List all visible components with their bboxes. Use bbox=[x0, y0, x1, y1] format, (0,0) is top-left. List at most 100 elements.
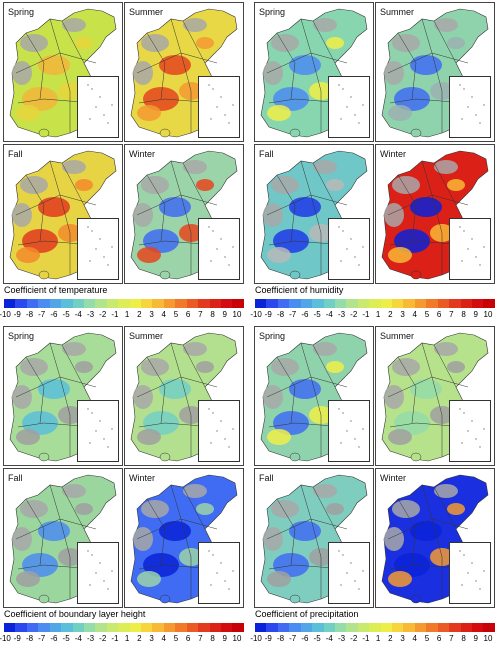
colorbar-ticks: -10 -9 -8 -7 -6 -5 -4 -3 -2 -1 1 2 3 4 5 6 7 8 9 10 bbox=[250, 634, 494, 643]
tick-label: 9 bbox=[222, 634, 227, 643]
season-label: Summer bbox=[129, 331, 164, 341]
value-patch bbox=[447, 503, 465, 515]
colorbar-swatch bbox=[392, 299, 404, 308]
inset-dots bbox=[338, 550, 364, 590]
tick-label: -6 bbox=[50, 310, 58, 319]
tick-label: 8 bbox=[461, 310, 466, 319]
inset-dots bbox=[338, 226, 364, 266]
colorbar-swatch bbox=[334, 623, 347, 632]
tick-label: -10 bbox=[0, 634, 11, 643]
tick-label: 10 bbox=[232, 310, 242, 319]
colorbar-swatch bbox=[357, 299, 370, 308]
inset-dots bbox=[208, 408, 234, 448]
inset-dots bbox=[208, 550, 234, 590]
value-patch bbox=[137, 429, 161, 445]
colorbar-swatch bbox=[232, 623, 244, 632]
value-patch bbox=[75, 503, 93, 515]
colorbar-swatch bbox=[472, 623, 484, 632]
value-patch bbox=[12, 61, 32, 85]
tick-label: -9 bbox=[13, 634, 21, 643]
value-patch bbox=[133, 385, 153, 409]
value-patch bbox=[183, 160, 207, 174]
province-border bbox=[25, 498, 45, 566]
colorbar-swatch bbox=[61, 299, 73, 308]
season-label: Fall bbox=[259, 473, 274, 483]
value-patch bbox=[326, 503, 344, 515]
tick-label: 2 bbox=[137, 634, 142, 643]
tick-label: -4 bbox=[74, 310, 82, 319]
province-border bbox=[25, 32, 45, 100]
tick-label: -2 bbox=[350, 634, 358, 643]
value-patch bbox=[392, 358, 420, 376]
colorbar-swatch bbox=[83, 299, 96, 308]
south-china-sea-inset bbox=[77, 400, 119, 462]
tick-label: 3 bbox=[149, 634, 154, 643]
value-patch bbox=[434, 342, 458, 356]
tick-label: -7 bbox=[38, 634, 46, 643]
colorbar-swatch bbox=[221, 623, 233, 632]
tick-label: -10 bbox=[250, 634, 262, 643]
south-china-sea-inset bbox=[449, 76, 491, 138]
value-patch bbox=[133, 203, 153, 227]
value-patch bbox=[267, 105, 291, 121]
value-patch bbox=[196, 361, 214, 373]
colorbar-swatch bbox=[437, 299, 450, 308]
season-label: Summer bbox=[129, 7, 164, 17]
province-border bbox=[433, 344, 457, 388]
value-patch bbox=[447, 37, 465, 49]
province-border bbox=[25, 356, 45, 424]
tick-label: 3 bbox=[149, 310, 154, 319]
colorbar-swatch bbox=[403, 299, 415, 308]
colorbar-ticks: -10 -9 -8 -7 -6 -5 -4 -3 -2 -1 1 2 3 4 5 6 7 8 9 10 bbox=[0, 634, 243, 643]
province-border bbox=[182, 486, 206, 530]
province-border bbox=[49, 484, 71, 599]
season-map: Winter bbox=[124, 144, 244, 284]
province-border bbox=[421, 18, 443, 133]
tick-label: -7 bbox=[289, 310, 297, 319]
tick-label: -6 bbox=[301, 310, 309, 319]
colorbar-swatch bbox=[392, 623, 404, 632]
value-patch bbox=[313, 160, 337, 174]
south-china-sea-inset bbox=[449, 400, 491, 462]
value-patch bbox=[141, 34, 169, 52]
value-patch bbox=[434, 18, 458, 32]
colorbar-swatch bbox=[4, 299, 16, 308]
province-border bbox=[312, 344, 336, 388]
tick-label: -2 bbox=[99, 310, 107, 319]
season-map: Summer bbox=[124, 326, 244, 466]
tick-label: -8 bbox=[276, 310, 285, 319]
tick-label: 6 bbox=[185, 634, 191, 643]
value-patch bbox=[133, 61, 153, 85]
value-patch bbox=[137, 247, 161, 263]
tick-label: -3 bbox=[86, 310, 95, 319]
tick-label: 4 bbox=[161, 310, 166, 319]
colorbar-swatch bbox=[4, 623, 16, 632]
inset-dots bbox=[338, 408, 364, 448]
colorbar-swatch bbox=[209, 299, 222, 308]
colorbar-swatch bbox=[472, 299, 484, 308]
colorbar-swatch bbox=[38, 623, 50, 632]
tick-label: 8 bbox=[461, 634, 466, 643]
map-panel: Spring Summer Fall Winter Coefficient of hum… bbox=[254, 2, 495, 295]
value-patch bbox=[271, 34, 299, 52]
value-patch bbox=[392, 34, 420, 52]
tick-label: -4 bbox=[325, 634, 333, 643]
colorbar-swatch bbox=[152, 623, 164, 632]
province-border bbox=[387, 376, 469, 398]
colorbar-swatch bbox=[129, 299, 142, 308]
inset-dots bbox=[459, 84, 485, 124]
province-border bbox=[146, 32, 166, 100]
value-patch bbox=[434, 160, 458, 174]
colorbar-swatch bbox=[449, 299, 461, 308]
province-border bbox=[15, 518, 97, 540]
colorbar-swatch bbox=[483, 623, 495, 632]
season-map: Spring bbox=[3, 326, 123, 466]
province-border bbox=[25, 174, 45, 242]
island-shape bbox=[159, 594, 171, 604]
province-border bbox=[136, 52, 218, 74]
island-shape bbox=[159, 452, 171, 462]
tick-label: -6 bbox=[301, 634, 309, 643]
colorbar-swatch bbox=[141, 623, 153, 632]
colorbar bbox=[255, 299, 495, 308]
province-border bbox=[182, 162, 206, 206]
